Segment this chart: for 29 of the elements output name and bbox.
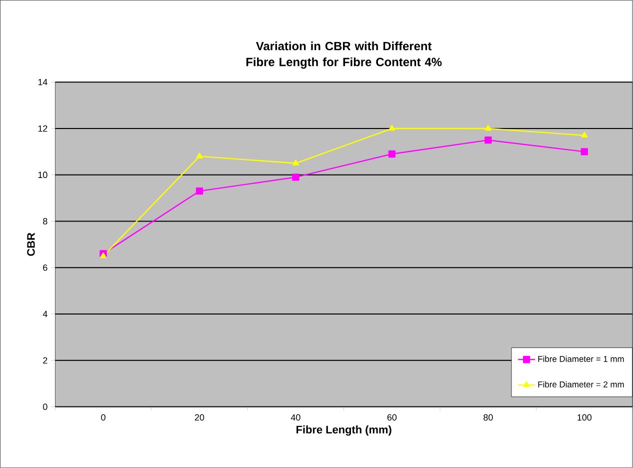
x-tick-label: 80 [484,414,493,421]
chart-title: Variation in CBR with Different Fibre Length for Fibre Content 4% [246,42,442,69]
point [484,136,492,144]
point [388,124,396,131]
y-tick-label: 12 [38,125,48,132]
y-tick-label: 0 [43,404,48,410]
legend-label: Fibre Diameter = 2 mm [538,381,624,388]
x-axis-title: Fibre Length (mm) [296,425,392,436]
point [581,132,588,138]
y-tick-label: 2 [43,357,48,364]
legend-label: Fibre Diameter = 1 mm [538,356,624,362]
x-tick-label: 60 [387,414,397,421]
point [196,188,204,195]
y-tick-label: 10 [38,172,48,178]
y-tick-label: 8 [43,218,48,224]
y-tick-label: 6 [43,264,48,271]
x-tick-label: 20 [194,414,204,421]
x-tick-label: 40 [290,414,300,421]
point [484,124,492,131]
y-tick-label: 4 [42,310,48,318]
point [292,160,299,166]
y-tick-label: 14 [38,79,48,86]
point [580,148,588,156]
x-tick-label: 0 [101,414,106,421]
x-tick-label: 100 [578,414,592,421]
y-axis-title: CBR [27,232,35,256]
point [292,174,300,181]
point [388,150,396,158]
point [196,152,203,158]
